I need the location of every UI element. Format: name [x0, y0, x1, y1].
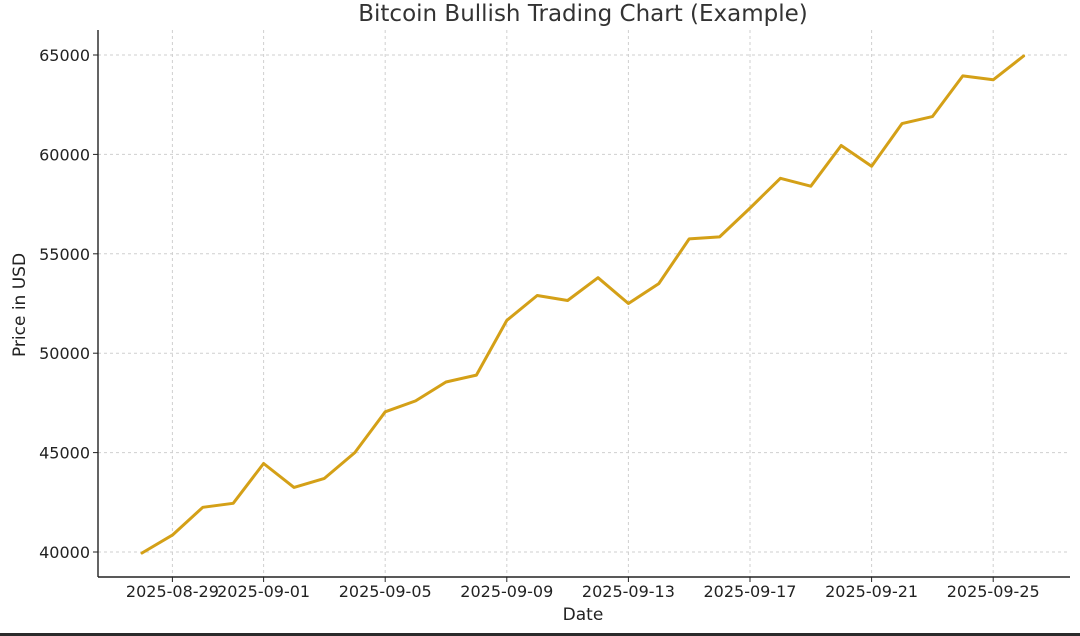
y-tick-label: 60000 — [39, 145, 90, 164]
data-point — [809, 185, 812, 188]
grid-lines — [98, 30, 1070, 577]
data-point — [1022, 54, 1025, 57]
data-point — [171, 534, 174, 537]
y-tick-label: 55000 — [39, 245, 90, 264]
data-point — [414, 399, 417, 402]
data-point — [901, 122, 904, 125]
data-point — [445, 381, 448, 384]
x-tick-label: 2025-09-25 — [947, 582, 1040, 601]
data-point — [840, 144, 843, 147]
data-point — [688, 237, 691, 240]
y-tick-label: 50000 — [39, 344, 90, 363]
price-series-line — [140, 54, 1026, 555]
data-point — [323, 477, 326, 480]
data-point — [627, 302, 630, 305]
x-tick-label: 2025-09-09 — [460, 582, 553, 601]
x-tick-label: 2025-08-29 — [126, 582, 219, 601]
x-tick-label: 2025-09-21 — [825, 582, 918, 601]
data-point — [718, 235, 721, 238]
series-points — [141, 54, 1026, 554]
data-point — [384, 410, 387, 413]
data-point — [536, 294, 539, 297]
chart-title: Bitcoin Bullish Trading Chart (Example) — [358, 1, 808, 27]
data-point — [566, 299, 569, 302]
x-tick-label: 2025-09-01 — [217, 582, 310, 601]
y-axis-ticks: 40000 45000 50000 55000 60000 65000 — [39, 46, 98, 562]
y-tick-label: 65000 — [39, 46, 90, 65]
data-point — [870, 165, 873, 168]
data-point — [201, 506, 204, 509]
y-axis-label: Price in USD — [10, 253, 30, 357]
data-point — [931, 115, 934, 118]
data-point — [475, 374, 478, 377]
x-tick-label: 2025-09-13 — [582, 582, 675, 601]
data-point — [961, 74, 964, 77]
x-tick-label: 2025-09-05 — [339, 582, 432, 601]
y-tick-label: 40000 — [39, 543, 90, 562]
x-axis-label: Date — [563, 605, 604, 625]
data-point — [141, 551, 144, 554]
bottom-border — [0, 633, 1080, 636]
x-tick-label: 2025-09-17 — [704, 582, 797, 601]
data-point — [505, 319, 508, 322]
data-point — [657, 282, 660, 285]
data-point — [597, 276, 600, 279]
data-point — [353, 451, 356, 454]
data-point — [232, 502, 235, 505]
data-point — [779, 177, 782, 180]
data-point — [293, 486, 296, 489]
axes-spines — [97, 30, 1070, 578]
data-point — [749, 207, 752, 210]
data-point — [992, 78, 995, 81]
data-point — [262, 462, 265, 465]
y-tick-label: 45000 — [39, 444, 90, 463]
